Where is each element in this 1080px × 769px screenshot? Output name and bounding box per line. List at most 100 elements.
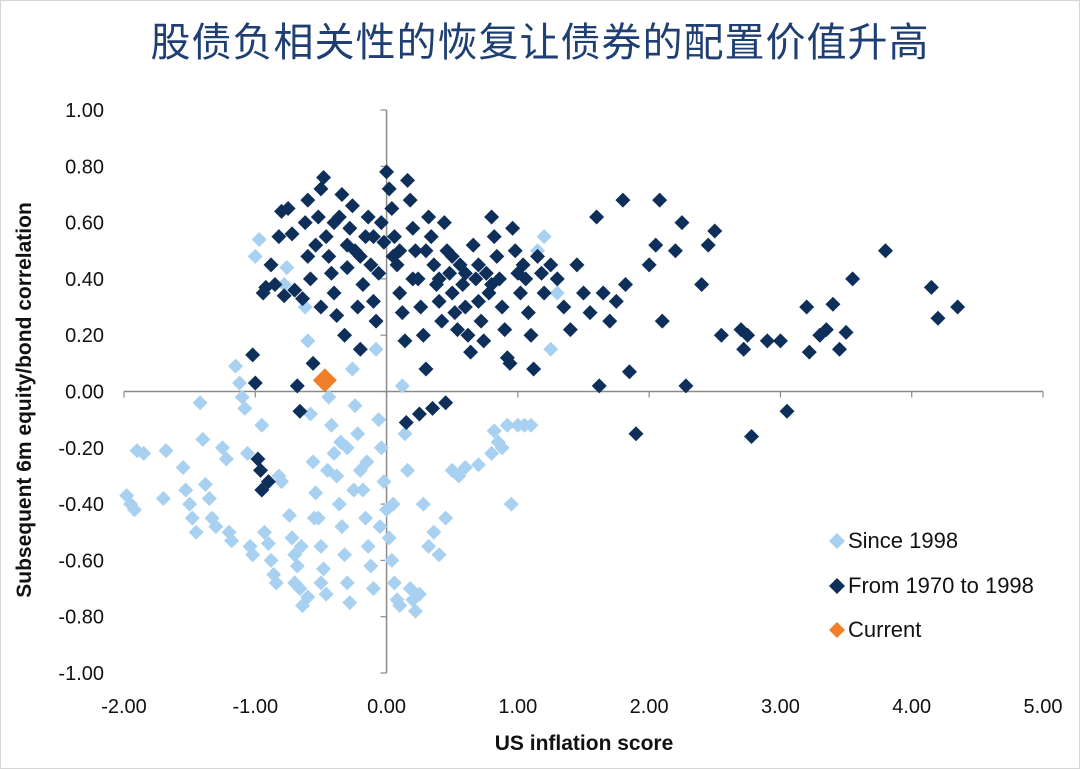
- data-point-1970-1998: [323, 265, 339, 281]
- data-point-1970-1998: [254, 482, 270, 498]
- data-point-1970-1998: [313, 299, 329, 315]
- data-point-1970-1998: [365, 293, 381, 309]
- data-point-since-1998: [373, 440, 389, 456]
- data-point-since-1998: [127, 502, 143, 518]
- data-point-1970-1998: [418, 361, 434, 377]
- data-point-1970-1998: [276, 288, 292, 304]
- data-point-since-1998: [536, 229, 552, 245]
- data-point-since-1998: [337, 547, 353, 563]
- data-point-1970-1998: [818, 322, 834, 338]
- data-point-1970-1998: [674, 215, 690, 231]
- data-point-1970-1998: [444, 285, 460, 301]
- data-point-since-1998: [281, 507, 297, 523]
- data-point-1970-1998: [520, 305, 536, 321]
- data-point-1970-1998: [536, 285, 552, 301]
- data-point-since-1998: [247, 248, 263, 264]
- data-point-since-1998: [245, 547, 261, 563]
- data-point-1970-1998: [379, 164, 395, 180]
- data-point-1970-1998: [400, 172, 416, 188]
- data-point-1970-1998: [838, 324, 854, 340]
- data-point-since-1998: [274, 474, 290, 490]
- data-point-1970-1998: [438, 395, 454, 411]
- data-point-1970-1998: [310, 209, 326, 225]
- data-point-since-1998: [438, 510, 454, 526]
- data-point-1970-1998: [405, 271, 421, 287]
- data-point-since-1998: [178, 482, 194, 498]
- legend[interactable]: Since 1998 From 1970 to 1998 Current: [829, 528, 1034, 642]
- data-point-since-1998: [360, 538, 376, 554]
- data-point-1970-1998: [418, 243, 434, 259]
- data-point-since-1998: [289, 558, 305, 574]
- data-point-since-1998: [347, 398, 363, 414]
- data-point-1970-1998: [263, 257, 279, 273]
- data-point-1970-1998: [384, 201, 400, 217]
- data-point-since-1998: [407, 603, 423, 619]
- data-point-since-1998: [333, 434, 349, 450]
- y-axis-title: Subsequent 6m equity/bond correlation: [13, 202, 36, 598]
- data-point-since-1998: [287, 575, 303, 591]
- data-point-1970-1998: [473, 313, 489, 329]
- data-point-1970-1998: [499, 350, 515, 366]
- y-tick-label: -0.40: [58, 494, 104, 516]
- data-point-since-1998: [224, 533, 240, 549]
- data-point-since-1998: [411, 586, 427, 602]
- data-points: [119, 164, 966, 619]
- data-point-since-1998: [279, 260, 295, 276]
- y-tick-labels: 1.00 0.80 0.60 0.40 0.20 0.00 -0.20 -0.40 -0.60 -…: [58, 100, 387, 685]
- data-point-since-1998: [284, 530, 300, 546]
- data-point-1970-1998: [465, 237, 481, 253]
- data-point-1970-1998: [457, 299, 473, 315]
- data-point-1970-1998: [652, 192, 668, 208]
- data-point-since-1998: [155, 490, 171, 506]
- data-point-since-1998: [359, 454, 375, 470]
- y-tick-label: -0.60: [58, 550, 104, 572]
- data-point-since-1998: [355, 482, 371, 498]
- data-point-1970-1998: [463, 344, 479, 360]
- data-point-1970-1998: [316, 170, 332, 186]
- data-point-since-1998: [263, 552, 279, 568]
- data-point-1970-1998: [352, 248, 368, 264]
- data-point-since-1998: [323, 417, 339, 433]
- data-point-since-1998: [188, 524, 204, 540]
- data-point-1970-1998: [392, 285, 408, 301]
- data-point-since-1998: [305, 454, 321, 470]
- data-point-since-1998: [287, 547, 303, 563]
- data-point-1970-1998: [591, 378, 607, 394]
- data-point-1970-1998: [365, 229, 381, 245]
- data-point-1970-1998: [950, 299, 966, 315]
- data-point-1970-1998: [476, 333, 492, 349]
- data-point-since-1998: [208, 519, 224, 535]
- legend-marker: [829, 622, 845, 638]
- data-point-1970-1998: [494, 299, 510, 315]
- data-point-1970-1998: [470, 257, 486, 273]
- data-point-since-1998: [499, 417, 515, 433]
- data-point-since-1998: [197, 476, 213, 492]
- data-point-1970-1998: [845, 271, 861, 287]
- data-point-1970-1998: [394, 305, 410, 321]
- data-point-1970-1998: [825, 296, 841, 312]
- data-point-since-1998: [470, 457, 486, 473]
- data-point-1970-1998: [569, 257, 585, 273]
- data-point-since-1998: [523, 417, 539, 433]
- data-point-1970-1998: [373, 215, 389, 231]
- legend-label: Since 1998: [848, 528, 958, 553]
- data-point-since-1998: [201, 490, 217, 506]
- data-point-1970-1998: [678, 378, 694, 394]
- data-point-since-1998: [331, 496, 347, 512]
- data-point-1970-1998: [530, 248, 546, 264]
- data-point-1970-1998: [562, 322, 578, 338]
- data-point-1970-1998: [526, 361, 542, 377]
- y-tick-label: -0.80: [58, 607, 104, 629]
- data-point-1970-1998: [618, 277, 634, 293]
- data-point-1970-1998: [502, 355, 518, 371]
- data-point-1970-1998: [280, 201, 296, 217]
- x-tick-label: 5.00: [1024, 696, 1063, 718]
- y-tick-label: -1.00: [58, 663, 104, 685]
- data-point-1970-1998: [271, 229, 287, 245]
- data-point-since-1998: [239, 445, 255, 461]
- data-point-1970-1998: [405, 220, 421, 236]
- data-point-1970-1998: [363, 257, 379, 273]
- data-point-1970-1998: [425, 400, 441, 416]
- data-point-since-1998: [386, 575, 402, 591]
